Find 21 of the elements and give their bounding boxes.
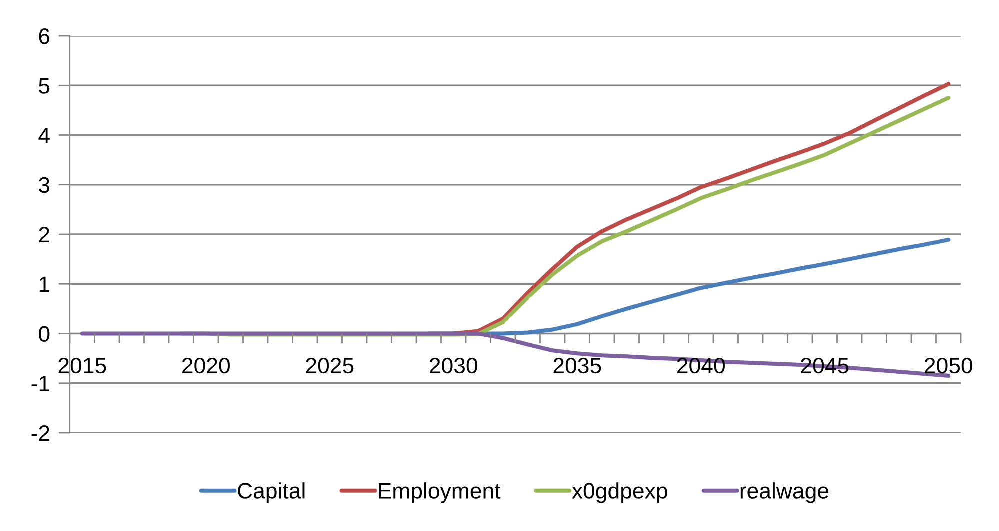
x-tick-label: 2015 <box>58 358 106 374</box>
y-tick-label: 5 <box>39 78 50 94</box>
legend-label: realwage <box>740 482 829 504</box>
y-tick-label: 0 <box>39 326 50 342</box>
x-tick-label: 2035 <box>554 358 602 374</box>
legend-label: Employment <box>379 482 501 504</box>
x-tick-label: 2050 <box>925 358 972 374</box>
y-tick-label: 2 <box>39 227 50 243</box>
x-tick-label: 2045 <box>801 358 849 374</box>
x-tick-label: 2020 <box>182 358 230 374</box>
legend-label: x0gdpexp <box>572 482 668 504</box>
y-tick-label: -1 <box>32 376 50 392</box>
x-tick-label: 2030 <box>430 358 478 374</box>
y-tick-label: -2 <box>32 426 50 442</box>
y-tick-label: 3 <box>39 177 50 194</box>
y-tick-label: 6 <box>39 28 50 44</box>
y-tick-label: 1 <box>40 276 50 292</box>
legend-label: Capital <box>238 482 305 504</box>
y-tick-label: 4 <box>38 128 50 144</box>
x-tick-label: 2040 <box>678 358 725 374</box>
x-tick-label: 2025 <box>306 358 354 374</box>
